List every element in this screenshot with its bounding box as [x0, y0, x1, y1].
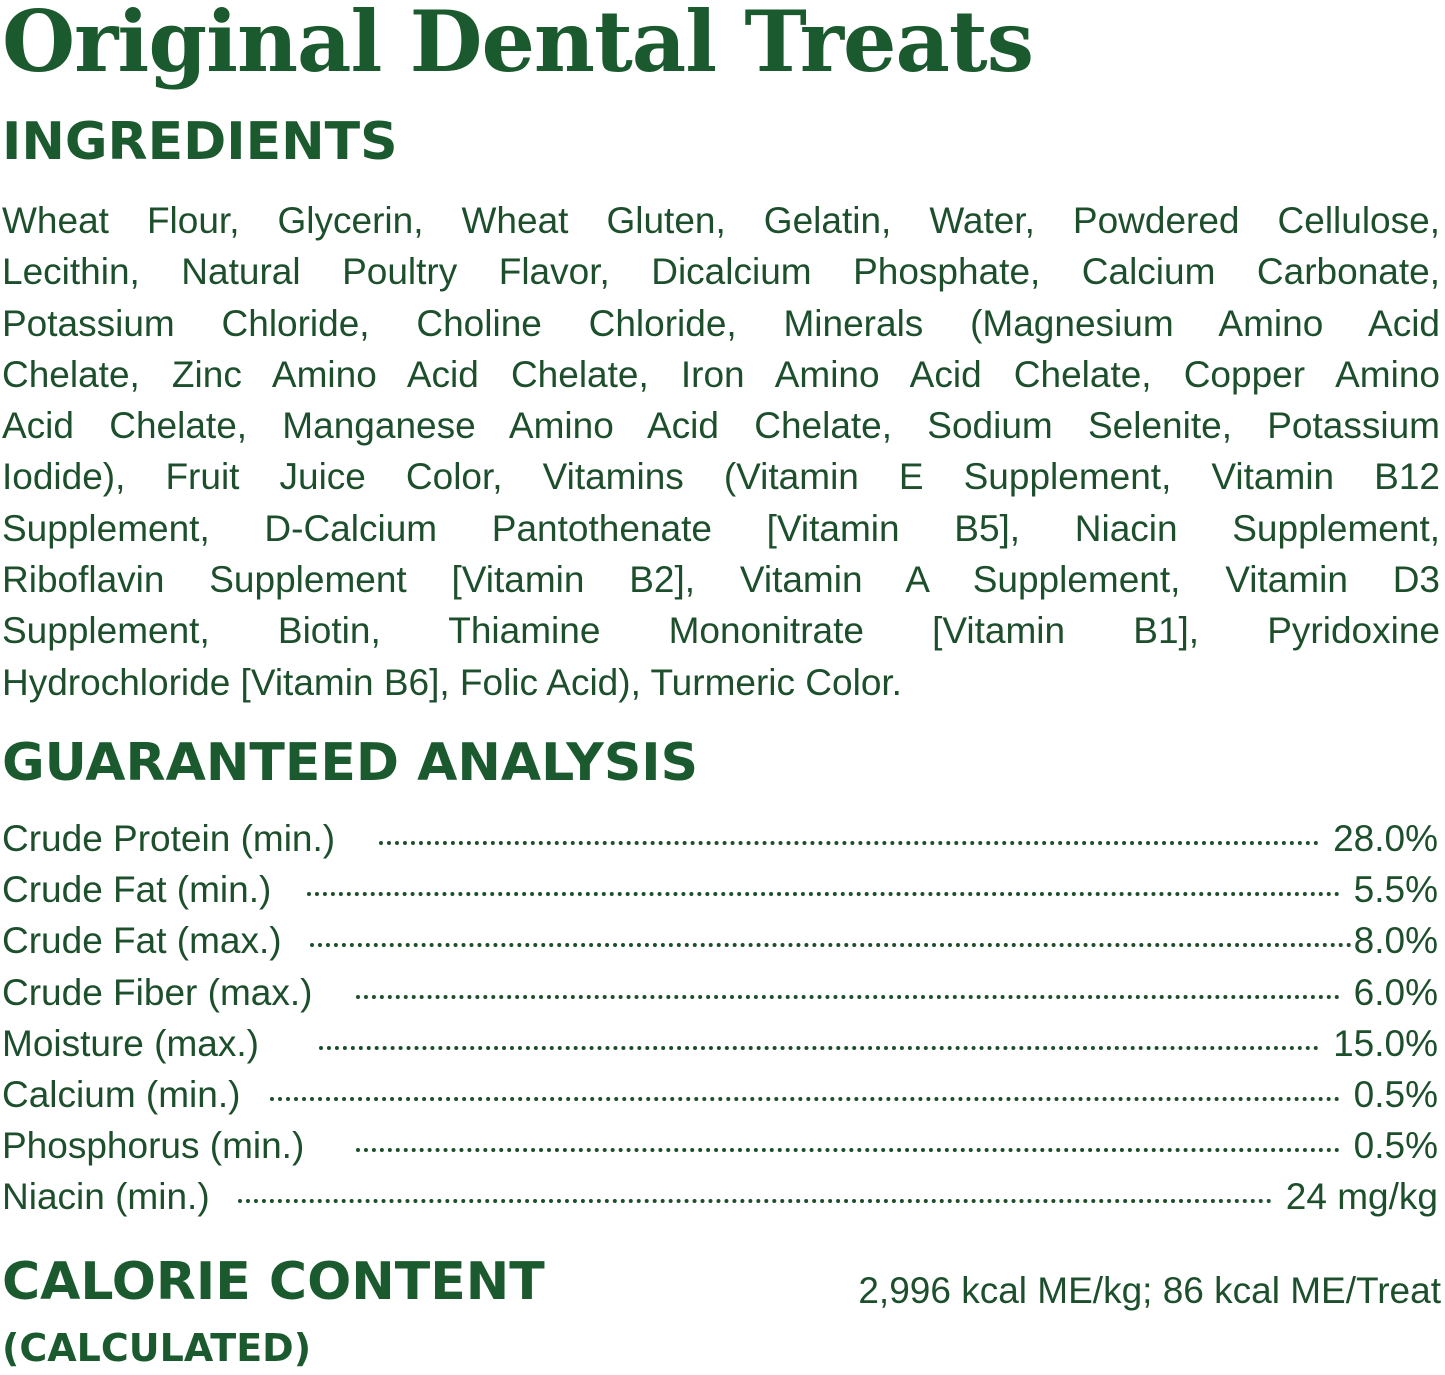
ingredients-line: Supplement, Biotin, Thiamine Mononitrate…: [2, 610, 1440, 652]
analysis-label: Phosphorus (min.): [2, 1125, 305, 1167]
analysis-label: Crude Fat (min.): [2, 869, 272, 911]
calorie-value: 2,996 kcal ME/kg; 86 kcal ME/Treat: [858, 1270, 1441, 1311]
dot-leader: [237, 1199, 1272, 1204]
dot-leader: [318, 1045, 1320, 1050]
analysis-row: Niacin (min.) 24 mg/kg: [2, 1171, 1438, 1222]
analysis-row: Phosphorus (min.) 0.5%: [2, 1120, 1438, 1171]
analysis-row: Crude Fat (max.) 8.0%: [2, 915, 1438, 966]
dot-leader: [379, 841, 1320, 845]
ingredients-line: Chelate, Zinc Amino Acid Chelate, Iron A…: [2, 353, 1440, 395]
ingredients-line: Acid Chelate, Manganese Amino Acid Chela…: [2, 405, 1440, 447]
ingredients-line: Potassium Chloride, Choline Chloride, Mi…: [2, 302, 1440, 344]
dot-leader: [309, 943, 1352, 948]
ingredients-heading: INGREDIENTS: [2, 112, 398, 172]
ingredients-line: Supplement, D-Calcium Pantothenate [Vita…: [2, 507, 1440, 549]
analysis-row: Calcium (min.) 0.5%: [2, 1069, 1438, 1120]
ingredients-line: Wheat Flour, Glycerin, Wheat Gluten, Gel…: [2, 200, 1440, 241]
analysis-heading: GUARANTEED ANALYSIS: [2, 733, 699, 793]
analysis-value: 24 mg/kg: [1285, 1176, 1438, 1218]
ingredients-text: Wheat Flour, Glycerin, Wheat Gluten, Gel…: [2, 195, 1440, 708]
dot-leader: [356, 1148, 1340, 1153]
analysis-label: Crude Fiber (max.): [2, 971, 313, 1013]
analysis-value: 8.0%: [1353, 920, 1438, 962]
analysis-value: 0.5%: [1353, 1073, 1438, 1115]
analysis-row: Crude Protein (min.) 28.0%: [2, 813, 1438, 864]
analysis-value: 5.5%: [1353, 869, 1438, 911]
analysis-label: Calcium (min.): [2, 1073, 241, 1115]
ingredients-line: Iodide), Fruit Juice Color, Vitamins (Vi…: [2, 456, 1440, 498]
calorie-subheading: (CALCULATED): [2, 1326, 312, 1370]
ingredients-line: Hydrochloride [Vitamin B6], Folic Acid),…: [2, 661, 902, 703]
dot-leader: [270, 1096, 1340, 1101]
analysis-label: Niacin (min.): [2, 1176, 210, 1218]
analysis-label: Crude Fat (max.): [2, 920, 282, 962]
ingredients-line: Lecithin, Natural Poultry Flavor, Dicalc…: [2, 251, 1440, 293]
analysis-row: Crude Fiber (max.) 6.0%: [2, 967, 1438, 1018]
analysis-value: 15.0%: [1333, 1022, 1438, 1064]
calorie-heading: CALORIE CONTENT: [2, 1252, 545, 1312]
analysis-row: Crude Fat (min.) 5.5%: [2, 864, 1438, 915]
dot-leader: [356, 994, 1340, 999]
analysis-value: 0.5%: [1353, 1125, 1438, 1167]
analysis-label: Crude Protein (min.): [2, 818, 336, 859]
analysis-row: Moisture (max.) 15.0%: [2, 1018, 1438, 1069]
analysis-table: Crude Protein (min.) 28.0% Crude Fat (min…: [2, 813, 1438, 1223]
page-title: Original Dental Treats: [2, 0, 1034, 91]
ingredients-line: Riboflavin Supplement [Vitamin B2], Vita…: [2, 559, 1440, 601]
analysis-label: Moisture (max.): [2, 1022, 259, 1064]
analysis-value: 6.0%: [1353, 971, 1438, 1013]
analysis-value: 28.0%: [1333, 818, 1438, 859]
dot-leader: [307, 892, 1340, 897]
